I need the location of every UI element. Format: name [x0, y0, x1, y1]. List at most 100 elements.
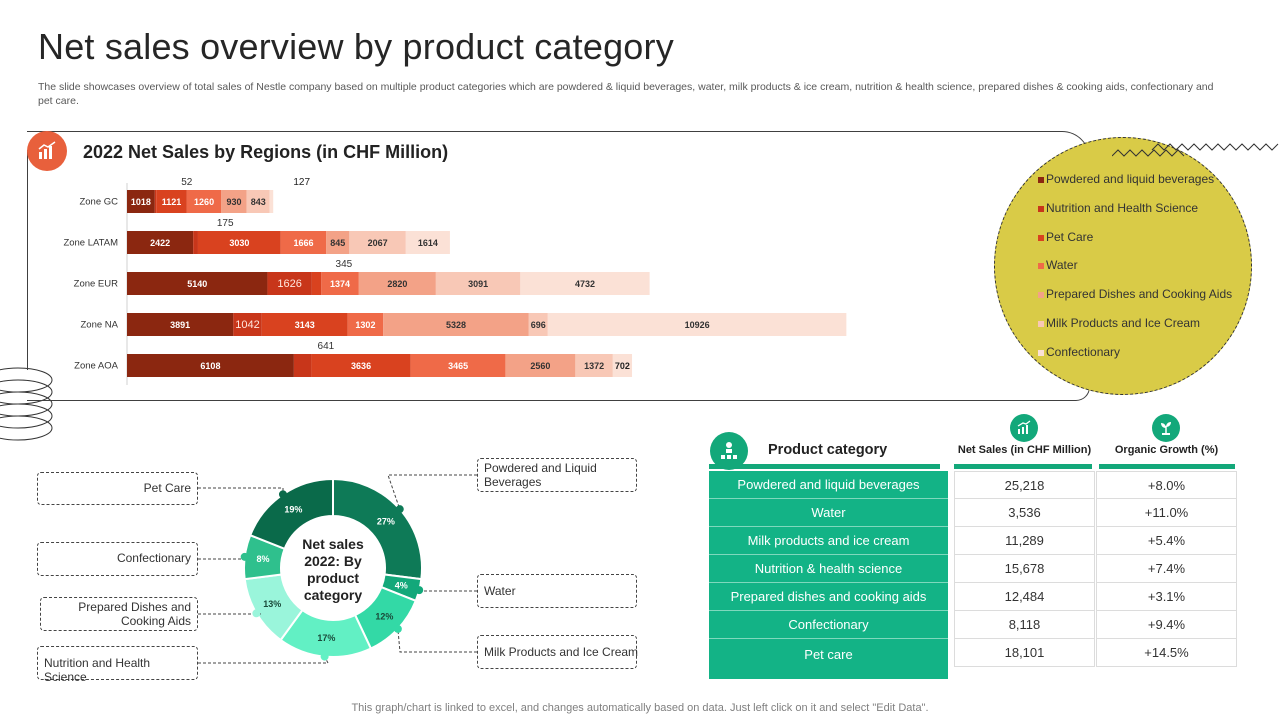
donut-center-label: Net sales 2022: By product category	[302, 536, 364, 603]
donut-percent-label: 8%	[257, 554, 270, 564]
bar-value-label: 845	[330, 238, 345, 248]
bar-chart-legend: Powdered and liquid beverages Nutrition a…	[1038, 172, 1232, 374]
bar-segment[interactable]	[505, 354, 576, 377]
donut-percent-label: 27%	[377, 516, 395, 526]
bar-value-label: 1372	[584, 361, 604, 371]
bar-segment[interactable]	[311, 272, 322, 295]
bar-segment[interactable]	[186, 190, 222, 213]
callout-powdered: Powdered and Liquid Beverages	[477, 458, 637, 492]
legend-label: Confectionary	[1046, 344, 1121, 359]
bar-segment[interactable]	[410, 354, 506, 377]
bar-segment[interactable]	[269, 190, 274, 213]
bar-segment[interactable]	[520, 272, 650, 295]
bar-segment[interactable]	[383, 313, 529, 336]
bar-segment[interactable]	[154, 190, 157, 213]
bar-segment[interactable]	[197, 231, 281, 254]
bar-segment[interactable]	[349, 231, 406, 254]
legend-label: Powdered and liquid beverages	[1046, 172, 1215, 186]
donut-slice[interactable]	[248, 477, 334, 551]
bar-value-label: 702	[615, 361, 630, 371]
growth-chart-icon	[1010, 414, 1038, 442]
table-cell-growth: +9.4%	[1096, 611, 1237, 639]
bar-segment[interactable]	[280, 231, 327, 254]
bar-segment[interactable]	[261, 313, 348, 336]
donut-chart[interactable]: 27% 4% 12% 17% 13% 8% 19%	[0, 0, 700, 700]
bar-value-label: 2422	[150, 238, 170, 248]
bar-segment[interactable]	[358, 272, 436, 295]
bar-segment[interactable]	[293, 354, 312, 377]
category-label: Zone EUR	[74, 279, 118, 290]
bar-segment[interactable]	[156, 190, 187, 213]
bar-value-label: 175	[217, 218, 234, 229]
bar-value-label: 1121	[162, 197, 182, 207]
stacked-bar-chart[interactable]: Zone GC 1018 52 1121 1260 930 843 127 Zone LATAM…	[0, 0, 1000, 400]
bar-segment[interactable]	[233, 313, 262, 336]
header-bar-growth	[1099, 464, 1235, 469]
bar-value-label: 641	[318, 341, 335, 352]
donut-slice[interactable]	[332, 477, 423, 581]
legend-item: Nutrition and Health Science	[1038, 201, 1232, 230]
bar-value-label: 3891	[170, 320, 190, 330]
bar-segment[interactable]	[405, 231, 450, 254]
legend-item: Pet Care	[1038, 230, 1232, 259]
bar-value-label: 930	[226, 197, 241, 207]
legend-label: Prepared Dishes and Cooking Aids	[1046, 287, 1233, 302]
leader-line	[418, 589, 477, 592]
bar-segment[interactable]	[221, 190, 247, 213]
bar-segment[interactable]	[528, 313, 548, 336]
table-cell-growth: +5.4%	[1096, 527, 1237, 555]
bar-segment[interactable]	[435, 272, 521, 295]
bar-value-label: 1018	[131, 197, 151, 207]
category-label: Zone GC	[79, 197, 118, 208]
category-label: Zone NA	[81, 320, 119, 331]
legend-item: Prepared Dishes and Cooking Aids	[1038, 287, 1232, 316]
bar-value-label: 52	[181, 177, 193, 188]
bar-value-label: 3030	[229, 238, 249, 248]
category-label: Zone AOA	[74, 361, 118, 372]
bar-segment[interactable]	[321, 272, 359, 295]
table-cell-net-sales: 8,118	[954, 611, 1095, 639]
leader-line	[198, 556, 246, 560]
callout-pet-care: Pet Care	[37, 472, 198, 505]
table-row-category: Confectionary	[709, 611, 948, 639]
bar-value-label: 3143	[295, 320, 315, 330]
leader-dot	[278, 490, 287, 499]
bar-segment[interactable]	[127, 313, 234, 336]
bar-value-label: 6108	[200, 361, 220, 371]
legend-swatch	[1038, 320, 1044, 327]
page-title: Net sales overview by product category	[38, 26, 674, 67]
table-cell-net-sales: 12,484	[954, 583, 1095, 611]
bar-segment[interactable]	[267, 272, 312, 295]
leader-line	[198, 656, 329, 664]
bar-segment[interactable]	[127, 190, 155, 213]
leader-line	[387, 474, 477, 510]
bar-segment[interactable]	[127, 272, 268, 295]
bar-segment[interactable]	[612, 354, 633, 377]
leader-dot	[240, 552, 249, 561]
table-cell-growth: +8.0%	[1096, 471, 1237, 499]
bar-segment[interactable]	[326, 231, 350, 254]
table-row-category: Water	[709, 499, 948, 527]
table-cell-growth: +3.1%	[1096, 583, 1237, 611]
legend-item: Water	[1038, 258, 1232, 287]
col-head-net-sales: Net Sales (in CHF Million)	[957, 444, 1092, 456]
bar-segment[interactable]	[246, 190, 270, 213]
bar-segment[interactable]	[575, 354, 613, 377]
leader-dot	[393, 624, 402, 633]
legend-swatch	[1038, 177, 1044, 183]
table-row-category: Powdered and liquid beverages	[709, 471, 948, 499]
bar-segment[interactable]	[127, 231, 194, 254]
bar-segment[interactable]	[311, 354, 411, 377]
leader-dot	[415, 586, 424, 595]
bar-segment[interactable]	[193, 231, 198, 254]
table-cell-growth: +11.0%	[1096, 499, 1237, 527]
bar-segment[interactable]	[127, 354, 294, 377]
legend-swatch	[1038, 263, 1044, 270]
bar-value-label: 696	[531, 320, 546, 330]
bar-value-label: 1626	[277, 278, 301, 290]
bar-segment[interactable]	[547, 313, 847, 336]
donut-percent-label: 4%	[395, 581, 408, 591]
col-head-growth: Organic Growth (%)	[1114, 444, 1219, 456]
bar-segment[interactable]	[347, 313, 384, 336]
bar-value-label: 1302	[355, 320, 375, 330]
